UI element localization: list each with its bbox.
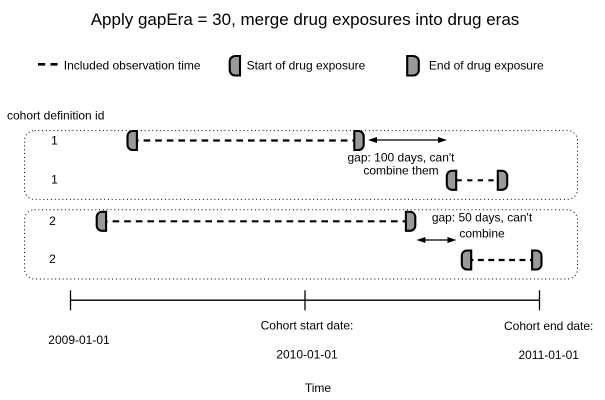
svg-text:2010-01-01: 2010-01-01 [276,348,338,362]
svg-text:1: 1 [51,133,58,147]
svg-text:End of drug exposure: End of drug exposure [429,58,544,72]
svg-text:Start of drug exposure: Start of drug exposure [247,58,366,72]
svg-text:Time: Time [305,381,332,395]
svg-text:Cohort end date:: Cohort end date: [504,319,593,333]
svg-text:1: 1 [51,172,58,186]
svg-text:2: 2 [49,214,56,228]
svg-text:2009-01-01: 2009-01-01 [48,333,110,347]
svg-text:2011-01-01: 2011-01-01 [518,348,579,362]
svg-text:gap: 100 days, can't: gap: 100 days, can't [347,150,455,164]
svg-text:cohort definition id: cohort definition id [7,109,104,123]
svg-text:combine: combine [459,227,505,241]
svg-text:combine them: combine them [363,163,438,177]
svg-text:2: 2 [49,252,56,266]
svg-text:gap: 50 days, can't: gap: 50 days, can't [432,211,533,225]
svg-text:Apply gapEra = 30, merge drug: Apply gapEra = 30, merge drug exposures … [91,10,520,29]
svg-text:Included observation time: Included observation time [64,58,201,72]
svg-text:Cohort start date:: Cohort start date: [261,319,354,333]
